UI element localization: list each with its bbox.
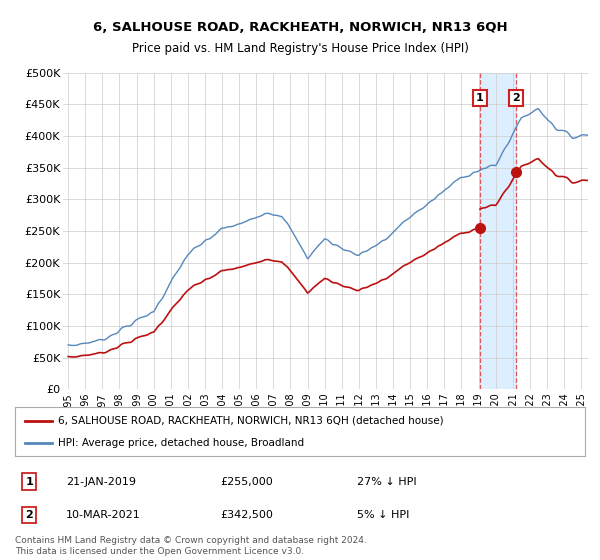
Text: 1: 1 xyxy=(25,477,33,487)
Text: £342,500: £342,500 xyxy=(220,510,273,520)
Text: 1: 1 xyxy=(476,93,484,103)
Text: 2: 2 xyxy=(25,510,33,520)
Text: 6, SALHOUSE ROAD, RACKHEATH, NORWICH, NR13 6QH (detached house): 6, SALHOUSE ROAD, RACKHEATH, NORWICH, NR… xyxy=(58,416,443,426)
Text: 27% ↓ HPI: 27% ↓ HPI xyxy=(357,477,416,487)
Text: HPI: Average price, detached house, Broadland: HPI: Average price, detached house, Broa… xyxy=(58,438,304,448)
Text: Price paid vs. HM Land Registry's House Price Index (HPI): Price paid vs. HM Land Registry's House … xyxy=(131,42,469,55)
Text: 5% ↓ HPI: 5% ↓ HPI xyxy=(357,510,409,520)
Bar xyxy=(480,73,516,389)
Text: Contains HM Land Registry data © Crown copyright and database right 2024.
This d: Contains HM Land Registry data © Crown c… xyxy=(15,536,367,556)
Text: 21-JAN-2019: 21-JAN-2019 xyxy=(66,477,136,487)
Text: 2: 2 xyxy=(512,93,520,103)
Text: £255,000: £255,000 xyxy=(220,477,273,487)
Text: 6, SALHOUSE ROAD, RACKHEATH, NORWICH, NR13 6QH: 6, SALHOUSE ROAD, RACKHEATH, NORWICH, NR… xyxy=(92,21,508,34)
Text: 10-MAR-2021: 10-MAR-2021 xyxy=(66,510,141,520)
